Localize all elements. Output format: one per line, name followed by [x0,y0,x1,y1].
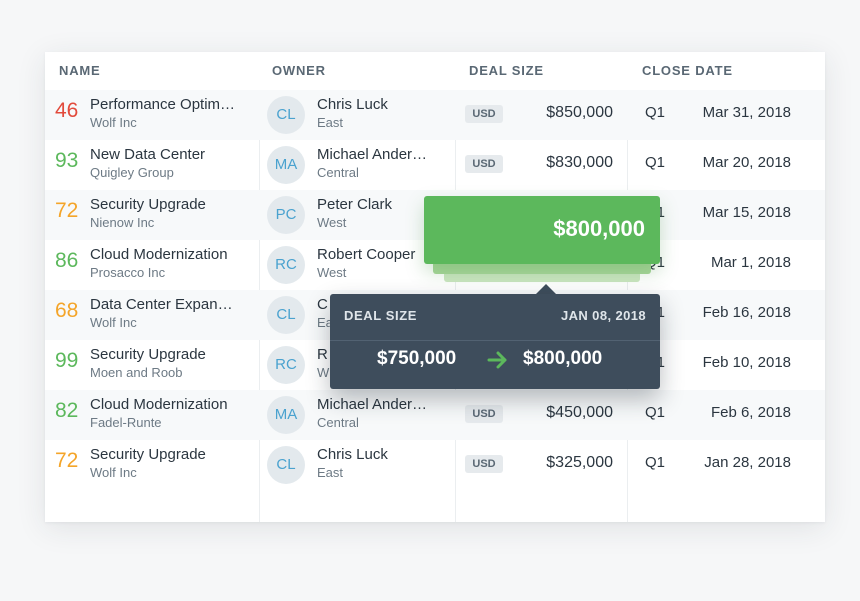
tooltip-old-value: $750,000 [377,348,457,369]
tooltip-title: DEAL SIZE [344,308,418,323]
owner-avatar[interactable]: MA [267,396,305,434]
deal-name[interactable]: Cloud Modernization [90,246,228,263]
column-header-owner[interactable]: OWNER [272,63,326,78]
owner-region: Central [317,415,359,430]
owner-name: R [317,346,328,363]
owner-region: Central [317,165,359,180]
close-date[interactable]: Mar 15, 2018 [702,204,791,221]
deal-score: 82 [55,399,79,422]
owner-name: Peter Clark [317,196,393,213]
close-date[interactable]: Jan 28, 2018 [704,454,791,471]
company-name: Wolf Inc [90,315,137,330]
owner-region: East [317,465,344,480]
owner-avatar[interactable]: MA [267,146,305,184]
deal-score: 68 [55,299,79,322]
company-name: Wolf Inc [90,465,137,480]
owner-avatar[interactable]: CL [267,446,305,484]
owner-region: Ea [317,315,333,330]
owner-name: Chris Luck [317,96,388,113]
owner-region: West [317,265,347,280]
column-header-close-date[interactable]: CLOSE DATE [642,63,733,78]
close-date[interactable]: Feb 6, 2018 [710,404,791,421]
owner-region: W [317,365,330,380]
owner-name: Chris Luck [317,446,388,463]
owner-name: C [317,296,328,313]
owner-name: Michael Ander… [317,396,428,413]
deal-name[interactable]: Security Upgrade [90,446,206,463]
table-row[interactable]: 86 Cloud Modernization Prosacco Inc RC Rober… [45,240,825,290]
deal-name[interactable]: Security Upgrade [90,196,206,213]
close-date[interactable]: Mar 20, 2018 [702,154,791,171]
owner-avatar[interactable]: RC [267,346,305,384]
deal-amount[interactable]: $830,000 [546,154,613,171]
close-date[interactable]: Feb 10, 2018 [702,354,791,371]
company-name: Prosacco Inc [90,265,166,280]
owner-avatar[interactable]: PC [267,196,305,234]
deal-amount[interactable]: $325,000 [546,454,613,471]
tooltip-new-value: $800,000 [523,348,603,369]
owner-avatar[interactable]: CL [267,96,305,134]
currency-badge: USD [465,455,503,473]
owner-name: Robert Cooper [317,246,416,263]
deal-amount[interactable]: $450,000 [546,404,613,421]
arrow-right-icon [487,351,507,369]
currency-badge: USD [465,105,503,123]
deal-name[interactable]: Security Upgrade [90,346,206,363]
company-name: Quigley Group [90,165,174,180]
deal-score: 72 [55,199,79,222]
column-header-name[interactable]: NAME [59,63,101,78]
company-name: Wolf Inc [90,115,137,130]
close-quarter: Q1 [645,454,666,471]
currency-badge: USD [465,155,503,173]
deal-size-change-tooltip: DEAL SIZE JAN 08, 2018 $750,000 $800,000 [330,294,660,389]
dragged-deal-size-card[interactable]: $800,000 [424,196,660,264]
owner-avatar[interactable]: CL [267,296,305,334]
currency-badge: USD [465,405,503,423]
tooltip-divider [330,340,660,341]
deal-score: 72 [55,449,79,472]
deal-score: 46 [55,99,79,122]
owner-name: Michael Ander… [317,146,428,163]
company-name: Moen and Roob [90,365,183,380]
deal-score: 99 [55,349,79,372]
deal-name[interactable]: Data Center Expan… [90,296,233,313]
close-date[interactable]: Mar 1, 2018 [710,254,791,271]
column-header-deal-size[interactable]: DEAL SIZE [469,63,544,78]
deal-amount[interactable]: $850,000 [546,104,613,121]
close-quarter: Q1 [645,104,666,121]
deal-name[interactable]: New Data Center [90,146,206,163]
deal-score: 93 [55,149,79,172]
close-date[interactable]: Feb 16, 2018 [702,304,791,321]
owner-region: West [317,215,347,230]
owner-region: East [317,115,344,130]
close-quarter: Q1 [645,154,666,171]
company-name: Fadel-Runte [90,415,162,430]
table-row[interactable]: 82 Cloud Modernization Fadel-Runte MA Michae… [45,390,825,440]
tooltip-date: JAN 08, 2018 [560,308,646,323]
deal-name[interactable]: Performance Optim… [90,96,236,113]
table-row[interactable]: 72 Security Upgrade Wolf Inc CL Chris Luck Ea… [45,440,825,490]
table-row[interactable]: 46 Performance Optim… Wolf Inc CL Chris Luck… [45,90,825,140]
dragged-deal-amount: $800,000 [553,216,645,241]
table-header: NAME OWNER DEAL SIZE CLOSE DATE [45,52,825,91]
company-name: Nienow Inc [90,215,155,230]
owner-avatar[interactable]: RC [267,246,305,284]
close-date[interactable]: Mar 31, 2018 [702,104,791,121]
deal-name[interactable]: Cloud Modernization [90,396,228,413]
close-quarter: Q1 [645,404,666,421]
deal-score: 86 [55,249,79,272]
table-row[interactable]: 93 New Data Center Quigley Group MA Michael … [45,140,825,190]
tooltip-pointer [536,284,556,294]
